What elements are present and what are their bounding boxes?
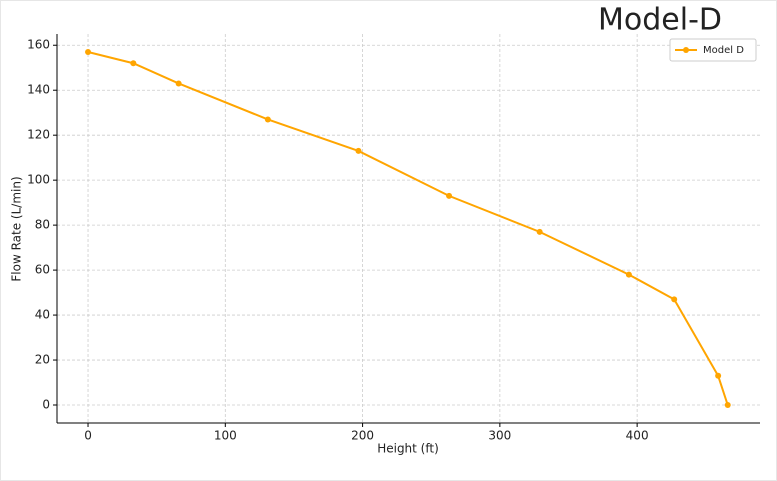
data-point (355, 147, 362, 154)
data-point (85, 48, 92, 55)
x-tick-label: 400 (626, 429, 649, 443)
y-tick-label: 20 (35, 353, 50, 367)
y-tick-label: 120 (27, 128, 50, 142)
legend-box (669, 38, 757, 62)
data-point (175, 80, 182, 87)
y-tick-label: 100 (27, 173, 50, 187)
y-axis-label: Flow Rate (L/min) (10, 176, 24, 281)
x-tick-label: 0 (84, 429, 92, 443)
data-point (446, 192, 453, 199)
y-tick-label: 60 (35, 263, 50, 277)
y-tick-label: 160 (27, 38, 50, 52)
x-axis-label: Height (ft) (377, 442, 439, 456)
data-point (724, 402, 731, 409)
y-tick-label: 140 (27, 83, 50, 97)
data-point (625, 271, 632, 278)
legend: Model D (669, 38, 757, 62)
x-tick-label: 200 (351, 429, 374, 443)
y-tick-label: 0 (42, 398, 50, 412)
y-tick-label: 40 (35, 308, 50, 322)
chart-title: Model-D (598, 3, 722, 38)
data-point (536, 228, 543, 235)
data-point (671, 296, 678, 303)
data-point (264, 116, 271, 123)
y-tick-label: 80 (35, 218, 50, 232)
legend-label: Model D (703, 45, 744, 56)
data-point (715, 372, 722, 379)
x-tick-label: 100 (214, 429, 237, 443)
x-tick-label: 300 (488, 429, 511, 443)
legend-marker (683, 47, 689, 53)
data-point (130, 60, 137, 67)
